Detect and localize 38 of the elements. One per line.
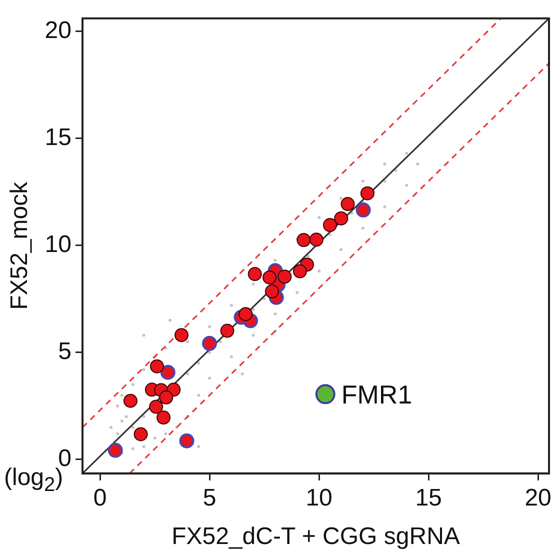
point	[360, 186, 374, 200]
point	[220, 324, 234, 338]
point	[315, 384, 336, 404]
point	[159, 390, 174, 404]
point	[356, 202, 371, 218]
point	[134, 427, 148, 442]
point	[150, 359, 164, 374]
x-tick-label: 10	[306, 484, 332, 512]
point	[278, 270, 292, 284]
y-tick-label: 20	[44, 16, 72, 44]
point	[248, 267, 262, 282]
y-axis-title: FX52_mock	[6, 180, 34, 310]
point	[322, 218, 337, 232]
point	[292, 264, 307, 278]
x-axis-title: FX52_dC-T + CGG sgRNA	[172, 523, 460, 550]
x-tick-label: 20	[524, 484, 552, 512]
point	[108, 442, 123, 458]
point	[340, 197, 355, 212]
x-tick-label: 5	[202, 484, 216, 512]
x-tick-label: 15	[415, 484, 442, 512]
point	[149, 400, 164, 414]
point	[334, 211, 348, 226]
point	[156, 410, 171, 425]
point	[202, 336, 218, 351]
point	[262, 270, 277, 284]
point	[264, 284, 279, 298]
y-tick-label: 10	[44, 230, 72, 258]
y-tick-label: 15	[44, 124, 72, 151]
y-tick-label: 5	[58, 338, 72, 366]
point	[123, 394, 138, 408]
point	[238, 307, 253, 322]
point	[309, 232, 324, 247]
point	[174, 328, 188, 342]
point	[296, 233, 311, 248]
x-tick-label: 0	[93, 484, 107, 512]
point	[160, 364, 176, 380]
annotation: FMR1	[341, 379, 412, 410]
point	[179, 433, 194, 448]
